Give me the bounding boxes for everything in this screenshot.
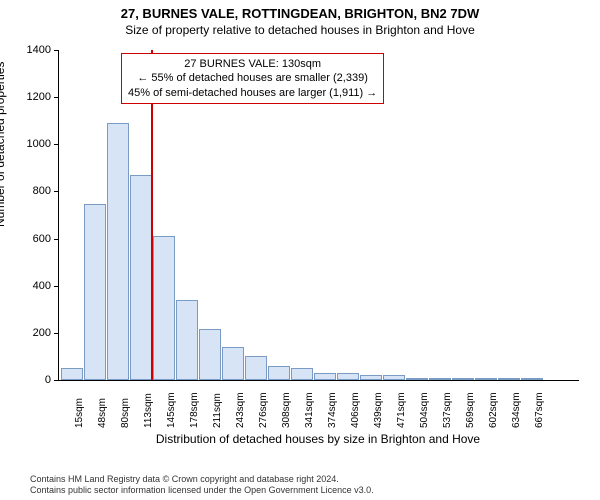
y-tick-mark xyxy=(54,97,59,98)
histogram-bar xyxy=(176,300,198,380)
y-tick-label: 0 xyxy=(45,374,51,386)
y-tick-mark xyxy=(54,286,59,287)
y-tick-label: 200 xyxy=(33,327,51,339)
y-tick-mark xyxy=(54,191,59,192)
histogram-bar xyxy=(337,373,359,380)
histogram-bar xyxy=(130,175,152,380)
footer-line-2: Contains public sector information licen… xyxy=(30,485,374,496)
histogram-bar xyxy=(406,378,428,380)
y-tick-label: 1000 xyxy=(27,138,51,150)
histogram-bar xyxy=(383,375,405,380)
y-tick-mark xyxy=(54,380,59,381)
annotation-line-2: ← 55% of detached houses are smaller (2,… xyxy=(128,71,377,85)
y-tick-mark xyxy=(54,239,59,240)
chart-area: 020040060080010001200140015sqm48sqm80sqm… xyxy=(58,50,578,380)
histogram-bar xyxy=(268,366,290,380)
histogram-bar xyxy=(360,375,382,380)
histogram-bar xyxy=(107,123,129,380)
annotation-line-1: 27 BURNES VALE: 130sqm xyxy=(128,57,377,71)
histogram-bar xyxy=(222,347,244,380)
histogram-bar xyxy=(521,378,543,380)
footer-line-1: Contains HM Land Registry data © Crown c… xyxy=(30,474,374,485)
histogram-bar xyxy=(475,378,497,380)
x-axis-label: Distribution of detached houses by size … xyxy=(58,432,578,446)
histogram-bar xyxy=(84,204,106,380)
chart-container: 27, BURNES VALE, ROTTINGDEAN, BRIGHTON, … xyxy=(0,0,600,500)
histogram-bar xyxy=(291,368,313,380)
chart-subtitle: Size of property relative to detached ho… xyxy=(0,21,600,37)
y-tick-label: 600 xyxy=(33,233,51,245)
histogram-bar xyxy=(153,236,175,380)
y-tick-label: 1200 xyxy=(27,91,51,103)
y-tick-label: 800 xyxy=(33,185,51,197)
chart-title: 27, BURNES VALE, ROTTINGDEAN, BRIGHTON, … xyxy=(0,0,600,21)
histogram-bar xyxy=(429,378,451,380)
y-tick-label: 400 xyxy=(33,280,51,292)
footer-attribution: Contains HM Land Registry data © Crown c… xyxy=(30,474,374,496)
annotation-line-3: 45% of semi-detached houses are larger (… xyxy=(128,86,377,100)
plot-region: 020040060080010001200140015sqm48sqm80sqm… xyxy=(58,50,579,381)
histogram-bar xyxy=(61,368,83,380)
y-tick-label: 1400 xyxy=(27,44,51,56)
histogram-bar xyxy=(498,378,520,380)
annotation-box: 27 BURNES VALE: 130sqm← 55% of detached … xyxy=(121,53,384,104)
y-tick-mark xyxy=(54,144,59,145)
histogram-bar xyxy=(199,329,221,380)
histogram-bar xyxy=(314,373,336,380)
y-tick-mark xyxy=(54,50,59,51)
histogram-bar xyxy=(245,356,267,380)
histogram-bar xyxy=(452,378,474,380)
y-axis-label: Number of detached properties xyxy=(0,207,7,227)
y-tick-mark xyxy=(54,333,59,334)
